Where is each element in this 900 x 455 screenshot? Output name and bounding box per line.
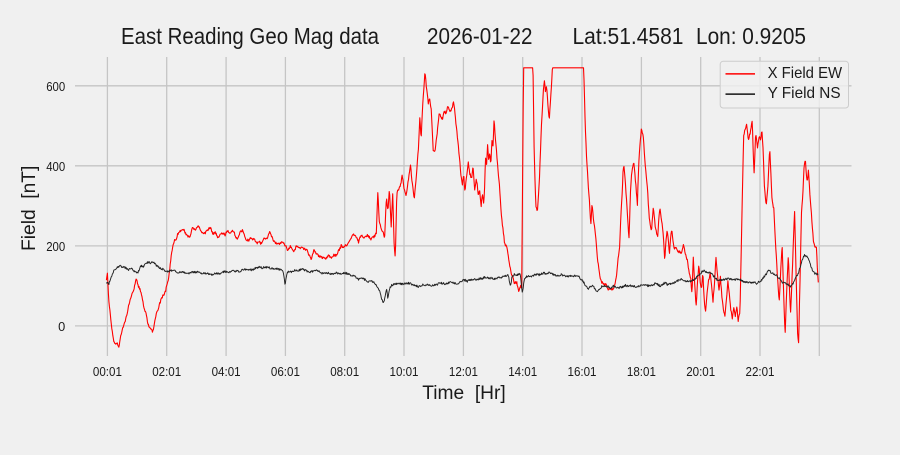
svg-text:22:01: 22:01	[746, 364, 775, 379]
svg-text:04:01: 04:01	[212, 364, 241, 379]
svg-text:00:01: 00:01	[93, 364, 122, 379]
svg-text:08:01: 08:01	[330, 364, 359, 379]
svg-text:0: 0	[58, 319, 65, 334]
svg-text:200: 200	[46, 239, 65, 254]
svg-text:Time [Hr]: Time [Hr]	[422, 383, 506, 404]
svg-text:14:01: 14:01	[508, 364, 537, 379]
svg-text:Field [nT]: Field [nT]	[19, 166, 40, 251]
svg-text:12:01: 12:01	[449, 364, 478, 379]
svg-text:600: 600	[46, 79, 65, 94]
svg-text:Lon: 0.9205: Lon: 0.9205	[696, 23, 806, 49]
svg-text:18:01: 18:01	[627, 364, 656, 379]
svg-text:2026-01-22: 2026-01-22	[427, 23, 533, 49]
svg-text:06:01: 06:01	[271, 364, 300, 379]
svg-text:X Field EW: X Field EW	[768, 65, 843, 82]
svg-text:10:01: 10:01	[390, 364, 419, 379]
svg-text:East Reading Geo Mag data: East Reading Geo Mag data	[121, 23, 379, 49]
svg-text:20:01: 20:01	[686, 364, 715, 379]
svg-text:400: 400	[46, 159, 65, 174]
svg-text:Lat:51.4581: Lat:51.4581	[573, 23, 684, 49]
svg-text:16:01: 16:01	[568, 364, 597, 379]
svg-text:Y Field NS: Y Field NS	[768, 85, 841, 102]
svg-text:02:01: 02:01	[152, 364, 181, 379]
